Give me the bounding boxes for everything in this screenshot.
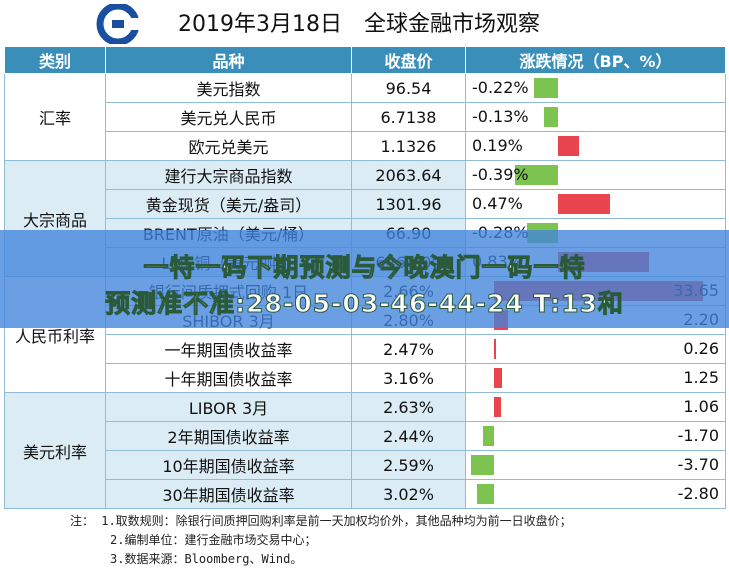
- table-row: 汇率 美元指数 96.54 -0.22%: [4, 73, 726, 161]
- instrument-name-cell: 黄金现货（美元/盎司）: [105, 189, 352, 219]
- positive-change-bar: [558, 136, 579, 156]
- table-row: 30年期国债收益率 3.02% -2.80: [5, 479, 726, 509]
- change-cell: 0.47%: [465, 189, 726, 219]
- positive-change-bar: [494, 339, 496, 359]
- footnotes: 注： 1.取数规则：除银行间质押回购利率是前一天加权均价外，其他品种均为前一日收…: [70, 512, 572, 569]
- negative-change-bar: [471, 455, 494, 475]
- change-cell: 0.19%: [465, 131, 726, 161]
- page-title: 2019年3月18日 全球金融市场观察: [178, 12, 540, 37]
- negative-change-bar: [476, 484, 494, 504]
- instrument-name-cell: 30年期国债收益率: [105, 479, 352, 509]
- table-row: 美元兑人民币 6.7138 -0.13%: [5, 102, 726, 132]
- instrument-name-cell: 十年期国债收益率: [105, 363, 352, 393]
- close-price-cell: 96.54: [351, 73, 466, 103]
- change-value-label: -0.22%: [472, 78, 529, 97]
- negative-change-bar: [533, 78, 558, 98]
- close-price-cell: 6.7138: [351, 102, 466, 132]
- close-price-cell: 3.02%: [351, 479, 466, 509]
- table-row: 大宗商品 建行大宗商品指数 2063.64 -0.39%: [4, 160, 726, 277]
- change-cell: 0.26: [465, 334, 726, 364]
- table-row: 黄金现货（美元/盎司） 1301.96 0.47%: [5, 189, 726, 219]
- close-price-cell: 1301.96: [351, 189, 466, 219]
- negative-change-bar: [483, 426, 494, 446]
- col-header-category: 类别: [4, 46, 106, 74]
- negative-change-bar: [543, 107, 558, 127]
- close-price-cell: 2.44%: [351, 421, 466, 451]
- change-cell: 1.06: [465, 392, 726, 422]
- change-cell: -0.39%: [465, 160, 726, 190]
- col-header-close: 收盘价: [351, 46, 466, 74]
- instrument-name-cell: 欧元兑美元: [105, 131, 352, 161]
- change-value-label: 0.26: [683, 339, 719, 358]
- change-cell: -2.80: [465, 479, 726, 509]
- positive-change-bar: [558, 194, 610, 214]
- col-header-change: 涨跌情况（BP、%）: [465, 46, 726, 74]
- overlay-text-line: 一特一码下期预测与今晚澳门一码一特: [143, 253, 586, 283]
- close-price-cell: 3.16%: [351, 363, 466, 393]
- table-row: 欧元兑美元 1.1326 0.19%: [5, 131, 726, 161]
- change-value-label: -1.70: [677, 426, 719, 445]
- instrument-name-cell: 10年期国债收益率: [105, 450, 352, 480]
- overlay-text-line: 预测准不准:28-05-03-46-44-24 T:13和: [105, 289, 624, 319]
- change-cell: 1.25: [465, 363, 726, 393]
- table-row: 一年期国债收益率 2.47% 0.26: [5, 334, 726, 364]
- close-price-cell: 2.47%: [351, 334, 466, 364]
- ccb-logo-icon: [96, 4, 140, 44]
- instrument-name-cell: 一年期国债收益率: [105, 334, 352, 364]
- header: 2019年3月18日 全球金融市场观察: [0, 0, 729, 46]
- instrument-name-cell: 建行大宗商品指数: [105, 160, 352, 190]
- change-value-label: -3.70: [677, 455, 719, 474]
- close-price-cell: 2.59%: [351, 450, 466, 480]
- table-row: 美元利率 LIBOR 3月 2.63% 1.06: [4, 392, 726, 509]
- positive-change-bar: [494, 368, 502, 388]
- instrument-name-cell: LIBOR 3月: [105, 392, 352, 422]
- change-cell: -0.22%: [465, 73, 726, 103]
- change-value-label: -2.80: [677, 484, 719, 503]
- category-cell: 汇率: [4, 73, 106, 161]
- category-cell: 美元利率: [4, 392, 106, 509]
- change-value-label: 0.47%: [472, 194, 523, 213]
- table-row: 10年期国债收益率 2.59% -3.70: [5, 450, 726, 480]
- overlay-banner: 一特一码下期预测与今晚澳门一码一特 预测准不准:28-05-03-46-44-2…: [0, 230, 729, 328]
- close-price-cell: 1.1326: [351, 131, 466, 161]
- instrument-name-cell: 美元指数: [105, 73, 352, 103]
- footnote-line: 2.编制单位：建行金融市场交易中心；: [110, 533, 317, 547]
- table-header-row: 类别 品种 收盘价 涨跌情况（BP、%）: [4, 46, 726, 74]
- close-price-cell: 2.63%: [351, 392, 466, 422]
- change-cell: -1.70: [465, 421, 726, 451]
- change-cell: -0.13%: [465, 102, 726, 132]
- footnote-line: 注： 1.取数规则：除银行间质押回购利率是前一天加权均价外，其他品种均为前一日收…: [70, 514, 572, 528]
- change-value-label: -0.13%: [472, 107, 529, 126]
- col-header-name: 品种: [105, 46, 352, 74]
- change-value-label: 1.06: [683, 397, 719, 416]
- close-price-cell: 2063.64: [351, 160, 466, 190]
- negative-change-bar: [515, 165, 558, 185]
- change-value-label: 1.25: [683, 368, 719, 387]
- footnote-line: 3.数据来源：Bloomberg、Wind。: [110, 552, 303, 566]
- change-value-label: -0.39%: [472, 165, 529, 184]
- change-cell: -3.70: [465, 450, 726, 480]
- table-row: 十年期国债收益率 3.16% 1.25: [5, 363, 726, 393]
- change-value-label: 0.19%: [472, 136, 523, 155]
- table-row: 2年期国债收益率 2.44% -1.70: [5, 421, 726, 451]
- instrument-name-cell: 2年期国债收益率: [105, 421, 352, 451]
- positive-change-bar: [494, 397, 501, 417]
- instrument-name-cell: 美元兑人民币: [105, 102, 352, 132]
